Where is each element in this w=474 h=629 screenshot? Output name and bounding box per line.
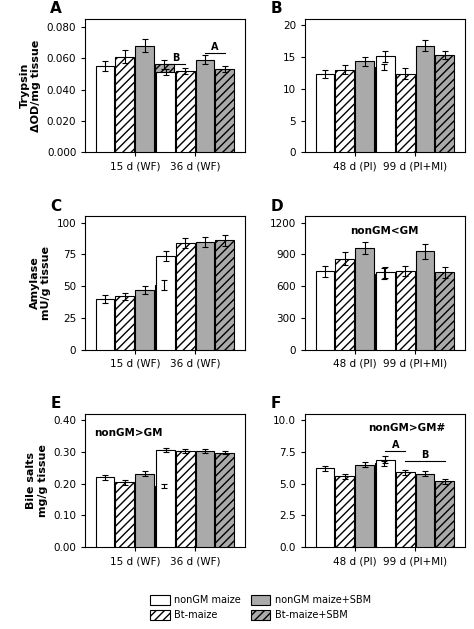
Bar — [435, 481, 454, 547]
Bar — [156, 256, 175, 350]
Bar — [355, 62, 374, 152]
Text: B: B — [172, 53, 179, 63]
Bar — [155, 285, 174, 350]
Text: F: F — [270, 396, 281, 411]
Bar — [375, 67, 394, 152]
Bar — [116, 296, 134, 350]
Bar — [435, 55, 454, 152]
Bar — [416, 474, 434, 547]
Text: nonGM>GM#: nonGM>GM# — [369, 423, 446, 433]
Y-axis label: Bile salts
mg/g tissue: Bile salts mg/g tissue — [26, 444, 48, 517]
Bar — [116, 57, 134, 152]
Y-axis label: Trypsin
ΔOD/mg tissue: Trypsin ΔOD/mg tissue — [19, 40, 41, 131]
Bar — [316, 469, 334, 547]
Bar — [416, 251, 434, 350]
Text: A: A — [50, 1, 62, 16]
Bar — [335, 70, 354, 152]
Bar — [396, 74, 415, 152]
Bar — [355, 465, 374, 547]
Bar — [156, 450, 175, 547]
Bar — [176, 70, 195, 152]
Bar — [155, 64, 174, 152]
Bar — [196, 451, 215, 547]
Bar — [355, 248, 374, 350]
Bar — [116, 482, 134, 547]
Bar — [96, 299, 115, 350]
Bar — [376, 460, 395, 547]
Bar — [376, 272, 395, 350]
Bar — [435, 272, 454, 350]
Text: B: B — [421, 450, 428, 460]
Bar — [196, 242, 215, 350]
Bar — [155, 486, 174, 547]
Text: A: A — [392, 440, 399, 450]
Bar — [376, 57, 395, 152]
Legend: nonGM maize, Bt-maize, nonGM maize+SBM, Bt-maize+SBM: nonGM maize, Bt-maize, nonGM maize+SBM, … — [146, 591, 375, 624]
Text: nonGM>GM: nonGM>GM — [94, 428, 163, 438]
Text: E: E — [50, 396, 61, 411]
Bar — [316, 271, 334, 350]
Bar — [176, 451, 195, 547]
Bar — [396, 472, 415, 547]
Bar — [96, 477, 115, 547]
Bar — [135, 474, 154, 547]
Text: D: D — [270, 199, 283, 214]
Bar — [176, 243, 195, 350]
Bar — [135, 45, 154, 152]
Text: A: A — [211, 42, 219, 52]
Bar — [335, 259, 354, 350]
Bar — [196, 60, 215, 152]
Bar — [216, 240, 234, 350]
Bar — [96, 66, 115, 152]
Text: C: C — [50, 199, 62, 214]
Bar — [216, 69, 234, 152]
Bar — [396, 271, 415, 350]
Text: nonGM<GM: nonGM<GM — [351, 226, 419, 236]
Bar — [216, 453, 234, 547]
Bar — [135, 290, 154, 350]
Text: B: B — [270, 1, 282, 16]
Bar — [416, 45, 434, 152]
Bar — [335, 476, 354, 547]
Bar — [156, 72, 175, 152]
Bar — [375, 274, 394, 350]
Y-axis label: Amylase
mU/g tissue: Amylase mU/g tissue — [29, 246, 51, 320]
Bar — [316, 74, 334, 152]
Bar — [375, 464, 394, 547]
